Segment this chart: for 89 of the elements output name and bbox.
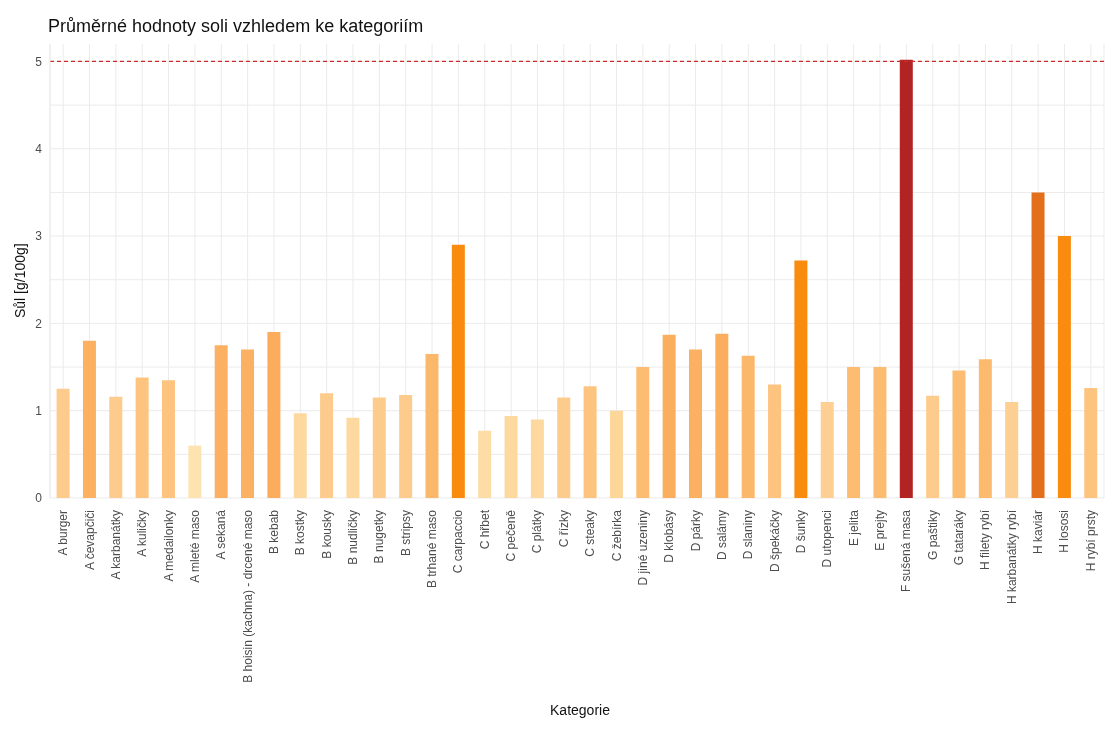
x-tick-label: B kebab	[266, 509, 281, 555]
x-axis-title: Kategorie	[549, 702, 611, 718]
bar	[56, 388, 70, 498]
x-tick-label: A burger	[56, 510, 71, 556]
x-tick-label: B hoisin (kachna) - drcené maso	[240, 509, 255, 683]
x-tick-label: C pečeně	[504, 509, 519, 562]
x-tick-label: A sekaná	[214, 509, 229, 560]
bar	[320, 393, 334, 498]
x-tick-label: E jelita	[846, 509, 861, 547]
x-tick-label: D šunky	[793, 510, 808, 554]
x-tick-label: H karbanátky rybí	[1004, 509, 1019, 605]
y-tick-label: 2	[35, 316, 43, 331]
x-tick-label: D špekáčky	[767, 510, 782, 573]
bar	[899, 59, 913, 498]
bar	[1005, 401, 1019, 498]
x-tick-label: G paštiky	[925, 510, 940, 561]
bar	[662, 334, 676, 498]
x-tick-label: F sušená masa	[899, 509, 914, 593]
bar	[161, 380, 175, 498]
bar	[926, 395, 940, 498]
bar	[794, 260, 808, 498]
bar	[267, 332, 281, 498]
y-axis-title: Sůl [g/100g]	[12, 243, 28, 318]
x-tick-label: A kuličky	[135, 510, 150, 557]
bar	[873, 367, 887, 498]
bar	[978, 359, 992, 498]
x-tick-label: A karbanátky	[108, 510, 123, 580]
bar	[583, 386, 597, 498]
x-tick-label: A medailonky	[161, 510, 176, 582]
x-tick-label: G tataráky	[952, 510, 967, 566]
bar	[741, 355, 755, 498]
bar	[214, 345, 228, 498]
x-tick-label: B nudličky	[346, 510, 361, 565]
x-tick-label: A mleté maso	[187, 509, 202, 583]
bar	[188, 445, 202, 498]
y-tick-label: 0	[35, 491, 43, 506]
y-tick-label: 5	[35, 54, 43, 69]
x-tick-label: B kostky	[293, 510, 308, 556]
x-tick-label: D klobásy	[662, 510, 677, 563]
bar	[241, 349, 255, 498]
bar	[1084, 387, 1098, 498]
bar	[609, 410, 623, 498]
bar	[1031, 192, 1045, 498]
x-tick-label: C řízky	[556, 510, 571, 548]
x-tick-label: H filety rybí	[978, 509, 993, 571]
x-tick-label: C žebírka	[609, 509, 624, 562]
x-tick-label: H lososi	[1057, 510, 1072, 553]
bar	[530, 419, 544, 498]
x-tick-label: C hřbet	[477, 509, 492, 550]
x-tick-label: B nugetky	[372, 510, 387, 564]
x-tick-label: H rybí prsty	[1083, 510, 1098, 572]
bar	[636, 367, 650, 498]
bar	[372, 397, 386, 498]
x-tick-label: D utopenci	[820, 510, 835, 568]
x-tick-label: B kousky	[319, 510, 334, 559]
bar	[1057, 236, 1071, 498]
bar	[820, 401, 834, 498]
bar	[768, 384, 782, 498]
bar	[847, 367, 861, 498]
x-tick-label: D párky	[688, 510, 703, 552]
x-tick-label: D jiné uzeniny	[635, 510, 650, 586]
bar	[504, 415, 518, 498]
bar	[688, 349, 702, 498]
bar	[399, 394, 413, 498]
bar	[952, 370, 966, 498]
bar	[451, 244, 465, 498]
y-tick-label: 4	[35, 142, 43, 157]
bar	[557, 397, 571, 498]
x-tick-label: B stripsy	[398, 510, 413, 557]
bar	[425, 353, 439, 498]
x-tick-label: C carpaccio	[451, 509, 466, 574]
x-tick-label: E prejty	[873, 510, 888, 551]
bar	[715, 333, 729, 498]
x-tick-label: D salámy	[714, 510, 729, 561]
bar	[135, 377, 149, 498]
bar	[293, 413, 307, 498]
x-tick-label: C steaky	[583, 510, 598, 557]
x-tick-label: B trhané maso	[425, 509, 440, 589]
bar	[346, 417, 360, 498]
x-tick-label: A čevapčiči	[82, 510, 97, 571]
bar	[109, 396, 123, 498]
x-tick-label: C plátky	[530, 510, 545, 554]
x-tick-label: D slaniny	[741, 510, 756, 560]
chart-title: Průměrné hodnoty soli vzhledem ke kategoriím	[48, 16, 424, 37]
y-tick-label: 1	[35, 403, 43, 418]
bar	[82, 340, 96, 498]
x-tick-label: H kaviár	[1031, 510, 1046, 555]
y-tick-label: 3	[35, 229, 43, 244]
bar	[478, 430, 492, 498]
